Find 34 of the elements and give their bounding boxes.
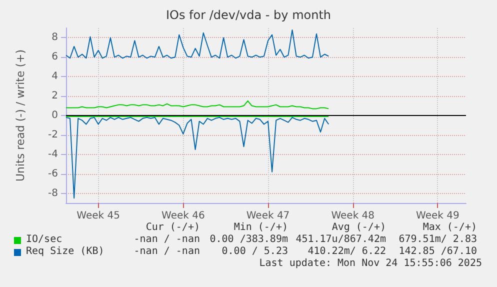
chart-title: IOs for /dev/vda - by month [166, 8, 332, 22]
text: 679.51m/ 2.83 [398, 234, 477, 245]
line-series [66, 100, 330, 110]
text: -nan / -nan [134, 234, 200, 245]
y-tick-label: -8 [48, 188, 58, 199]
text: Last update: Mon Nov 24 15:55:06 2025 [259, 258, 482, 269]
y-tick-label: -6 [48, 168, 58, 180]
y-tick-label: -2 [48, 129, 58, 140]
line-series [66, 116, 330, 199]
y-tick-label: 0 [52, 110, 58, 121]
text: Min (-/+) [234, 222, 288, 233]
text: -nan / -nan [134, 246, 200, 257]
text: 0.00 / 5.23 [222, 246, 288, 257]
text: 451.17u/867.42m [296, 234, 386, 245]
x-tick-label: Week 46 [162, 210, 205, 222]
x-tick-label: Week 45 [76, 210, 120, 222]
text: 0.00 /383.89m [210, 234, 288, 245]
y-tick-label: 2 [52, 90, 58, 102]
y-tick-label: 8 [52, 32, 58, 44]
y-axis-title: Units read (-) / write (+) [14, 49, 27, 182]
x-tick-label: Week 49 [416, 210, 460, 222]
legend-label: IO/sec [26, 234, 62, 245]
line-series [66, 29, 330, 59]
text: Max (-/+) [422, 222, 477, 233]
legend-label: Req Size (KB) [26, 246, 104, 257]
text: Avg (-/+) [332, 222, 386, 233]
text: 142.85 /67.10 [398, 246, 477, 257]
text: 410.22m/ 6.22 [308, 246, 386, 257]
y-tick-label: 4 [52, 71, 58, 82]
text: Cur (-/+) [146, 222, 200, 233]
y-tick-label: -4 [48, 148, 58, 160]
x-tick-label: Week 48 [331, 210, 375, 222]
y-tick-label: 6 [52, 52, 58, 63]
x-tick-label: Week 47 [246, 210, 290, 222]
